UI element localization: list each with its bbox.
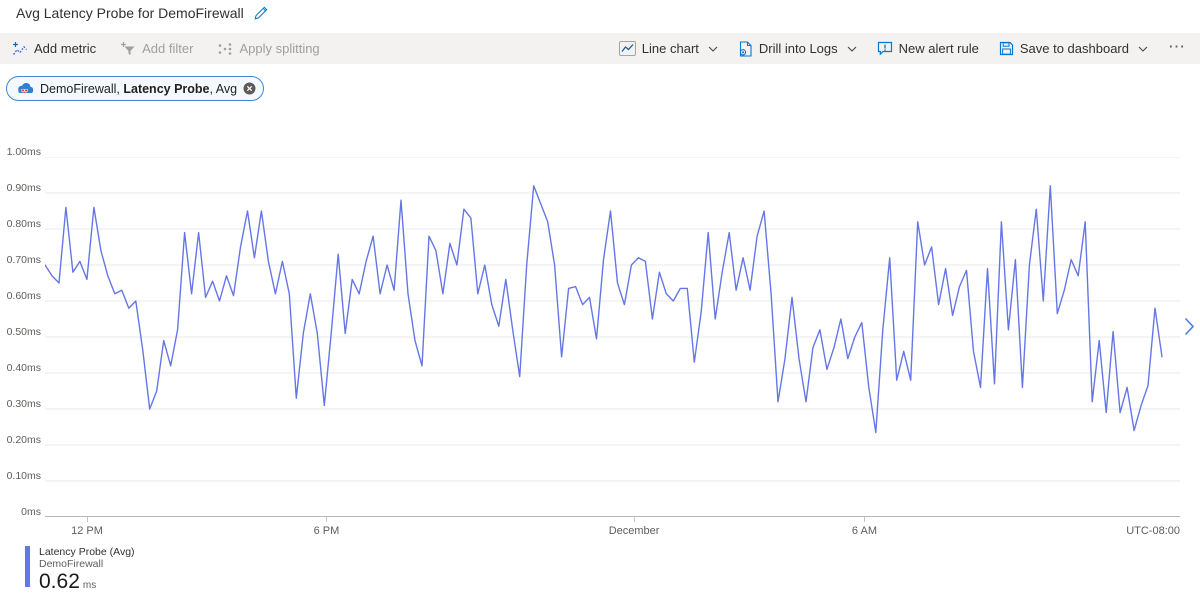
new-alert-rule-button[interactable]: New alert rule <box>877 41 979 56</box>
legend-color-bar <box>25 546 30 587</box>
metric-pill-text: DemoFirewall, Latency Probe, Avg <box>40 82 237 96</box>
new-alert-rule-label: New alert rule <box>898 41 979 56</box>
chevron-down-icon <box>847 46 857 52</box>
pill-aggregation: , Avg <box>209 81 238 96</box>
chevron-down-icon <box>1138 46 1148 52</box>
page-title: Avg Latency Probe for DemoFirewall <box>16 5 244 21</box>
y-axis-label: 0.60ms <box>6 290 41 302</box>
y-axis-label: 0.20ms <box>6 434 41 446</box>
line-chart-icon <box>618 41 636 56</box>
line-chart-dropdown[interactable]: Line chart <box>618 41 718 56</box>
legend-value-row: 0.62 ms <box>39 571 135 592</box>
y-axis-label: 0.40ms <box>6 362 41 374</box>
close-icon[interactable] <box>243 82 256 95</box>
x-axis-tick <box>326 517 328 522</box>
timezone-label: UTC-08:00 <box>1126 525 1180 537</box>
add-filter-button[interactable]: Add filter <box>120 41 193 57</box>
edit-title-icon[interactable] <box>253 6 268 21</box>
add-filter-icon <box>121 41 135 55</box>
drill-into-logs-dropdown[interactable]: Drill into Logs <box>738 40 857 57</box>
add-metric-button[interactable]: Add metric <box>12 41 96 57</box>
chart-title-row: Avg Latency Probe for DemoFirewall <box>16 5 268 21</box>
y-axis-label: 0.80ms <box>6 218 41 230</box>
y-axis-label: 1.00ms <box>6 146 41 158</box>
pill-metric: Latency Probe <box>123 81 210 96</box>
add-metric-label: Add metric <box>34 41 97 56</box>
latency-probe-series-line <box>44 185 1163 434</box>
toolbar-left-group: Add metric Add filter Apply splitting <box>12 41 320 57</box>
y-axis-label: 0.70ms <box>6 254 41 266</box>
y-axis-label: 0.10ms <box>6 470 41 482</box>
chevron-down-icon <box>708 46 718 52</box>
x-axis-label: 6 PM <box>313 525 340 537</box>
add-filter-label: Add filter <box>142 41 194 56</box>
chevron-right-icon <box>1184 317 1195 336</box>
x-axis-label: December <box>608 525 660 537</box>
toolbar-right-group: Line chart Drill into Logs New <box>618 36 1186 57</box>
new-alert-rule-icon <box>877 41 892 56</box>
legend-resource-name: DemoFirewall <box>39 558 104 570</box>
line-chart-label: Line chart <box>641 41 699 56</box>
apply-splitting-label: Apply splitting <box>239 41 320 56</box>
legend-text-block: Latency Probe (Avg) DemoFirewall 0.62 ms <box>39 546 135 592</box>
save-to-dashboard-label: Save to dashboard <box>1019 41 1129 56</box>
x-axis-tick <box>864 517 866 522</box>
legend-unit: ms <box>82 580 97 591</box>
apply-splitting-button[interactable]: Apply splitting <box>217 41 320 57</box>
legend-item[interactable]: Latency Probe (Avg) DemoFirewall 0.62 ms <box>25 546 135 592</box>
metric-pill[interactable]: DemoFirewall, Latency Probe, Avg <box>6 76 265 101</box>
chart-plot-area[interactable]: 1.00ms 0.90ms 0.80ms 0.70ms 0.60ms 0.50ms 0.40… <box>7 146 1180 537</box>
x-axis-label: 12 PM <box>71 525 103 537</box>
firewall-icon <box>18 82 34 94</box>
legend-value: 0.62 <box>39 570 80 593</box>
drill-into-logs-label: Drill into Logs <box>758 41 838 56</box>
save-icon <box>999 41 1013 56</box>
legend-metric-name: Latency Probe (Avg) <box>39 546 135 558</box>
save-to-dashboard-dropdown[interactable]: Save to dashboard <box>999 41 1148 56</box>
y-axis-label: 0ms <box>21 506 41 518</box>
y-axis-label: 0.90ms <box>6 182 41 194</box>
x-axis-tick <box>634 517 636 522</box>
x-axis-tick <box>86 517 88 522</box>
drill-into-logs-icon <box>739 40 752 57</box>
more-commands-button[interactable]: ⋯ <box>1168 36 1186 56</box>
y-axis-label: 0.30ms <box>6 398 41 410</box>
scroll-next-button[interactable] <box>1184 317 1195 336</box>
metric-line-chart[interactable] <box>44 156 1180 517</box>
x-axis-label: 6 AM <box>851 525 878 537</box>
y-axis-label: 0.50ms <box>6 326 41 338</box>
metrics-toolbar: Add metric Add filter Apply splitting <box>0 33 1200 64</box>
apply-splitting-icon <box>219 42 232 55</box>
add-metric-icon <box>12 41 27 55</box>
pill-resource: DemoFirewall, <box>40 81 124 96</box>
